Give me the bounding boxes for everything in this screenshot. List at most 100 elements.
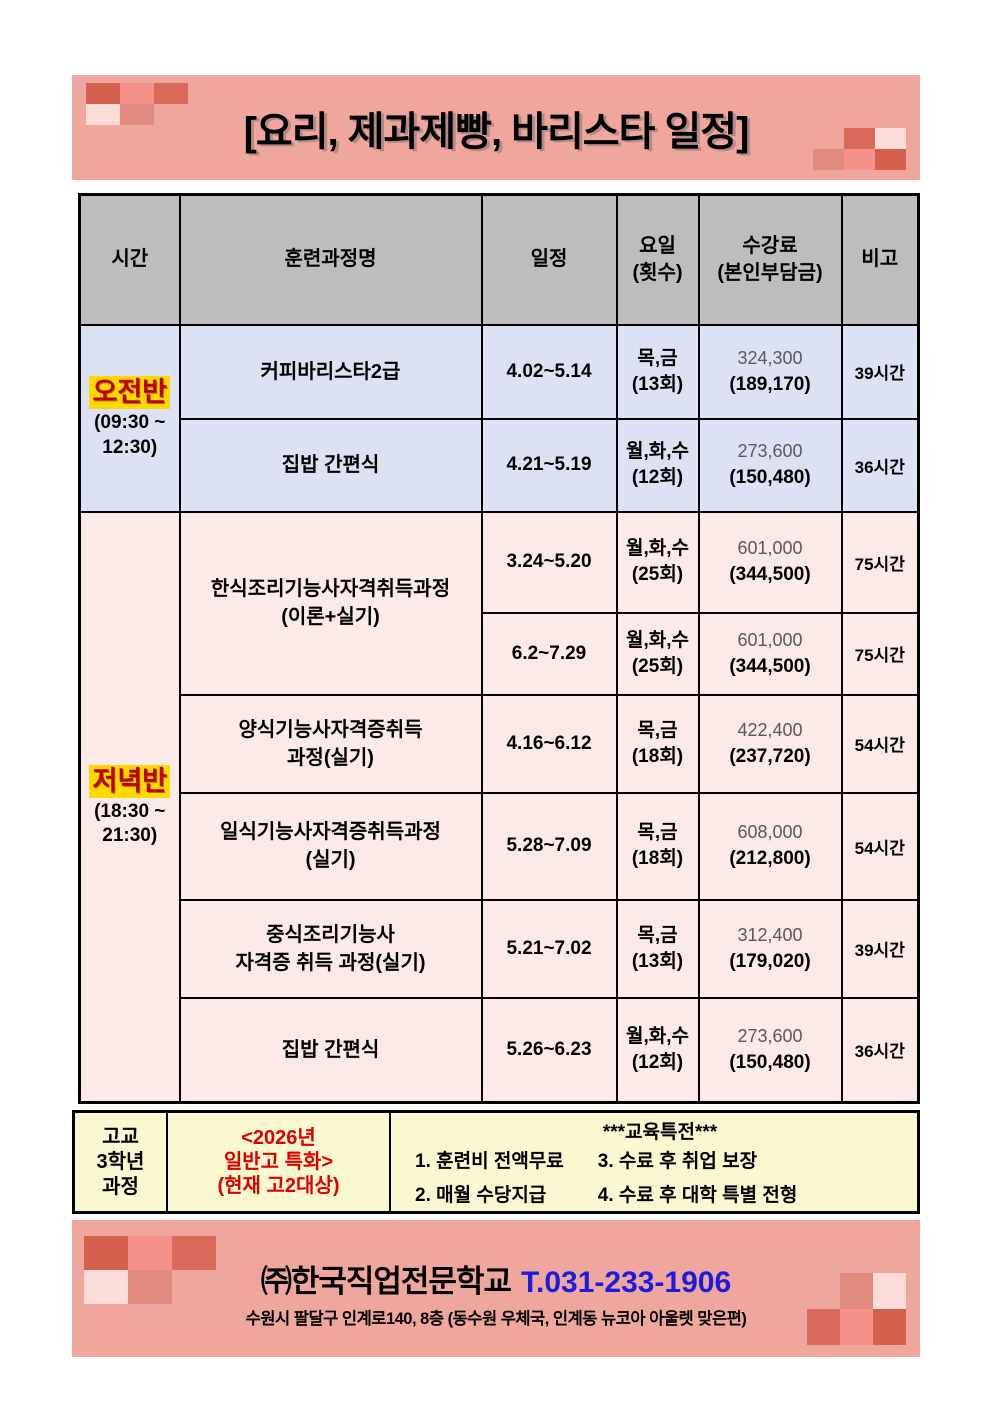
header-fee: 수강료 (본인부담금) xyxy=(697,193,843,326)
fee-self: (179,020) xyxy=(729,950,811,972)
benefits-title: ***교육특전*** xyxy=(602,1122,718,1143)
course-dates: 5.26~6.23 xyxy=(480,996,618,1104)
days-value: 월,화,수 xyxy=(626,1026,689,1048)
count-value: (13회) xyxy=(631,373,684,395)
course-days: 목,금 (13회) xyxy=(615,898,700,999)
mosaic-square xyxy=(84,1270,128,1304)
course-dates: 4.21~5.19 xyxy=(480,417,618,513)
course-fee: 422,400 (237,720) xyxy=(697,693,843,794)
days-value: 월,화,수 xyxy=(626,441,689,463)
footer-banner: ㈜한국직업전문학교 T.031-233-1906 수원시 팔달구 인계로140, … xyxy=(72,1220,920,1357)
table-row: 집밥 간편식 5.26~6.23 월,화,수 (12회) 273,600 (15… xyxy=(80,996,920,1104)
mosaic-square xyxy=(873,1273,906,1309)
header-days: 요일 (횟수) xyxy=(615,193,700,326)
course-name: 중식조리기능사 자격증 취득 과정(실기) xyxy=(178,898,483,999)
fee-gross: 312,400 xyxy=(737,924,803,945)
days-value: 목,금 xyxy=(637,719,678,741)
highschool-special: <2026년 일반고 특화> (현재 고2대상) xyxy=(168,1113,391,1211)
fee-self: (212,800) xyxy=(729,848,811,870)
course-hours: 39시간 xyxy=(840,898,920,999)
course-fee: 273,600 (150,480) xyxy=(697,996,843,1104)
school-address: 수원시 팔달구 인계로140, 8층 (동수원 우체국, 인계동 뉴코아 아울렛… xyxy=(245,1310,747,1328)
mosaic-square xyxy=(875,128,906,149)
mosaic-square xyxy=(86,83,120,104)
course-dates: 6.2~7.29 xyxy=(480,611,618,696)
course-hours: 54시간 xyxy=(840,693,920,794)
course-name: 커피바리스타2급 xyxy=(178,323,483,420)
course-dates: 4.02~5.14 xyxy=(480,323,618,420)
course-hours: 54시간 xyxy=(840,791,920,901)
course-name: 한식조리기능사자격취득과정 (이론+실기) xyxy=(178,510,483,696)
mosaic-square xyxy=(873,1309,906,1345)
header-schedule: 일정 xyxy=(480,193,618,326)
course-dates: 5.28~7.09 xyxy=(480,791,618,901)
mosaic-square xyxy=(875,149,906,170)
course-days: 목,금 (13회) xyxy=(615,323,700,420)
course-days: 월,화,수 (12회) xyxy=(615,417,700,513)
course-fee: 324,300 (189,170) xyxy=(697,323,843,420)
footer-contact: ㈜한국직업전문학교 T.031-233-1906 수원시 팔달구 인계로140, … xyxy=(72,1256,920,1329)
header-time: 시간 xyxy=(78,193,181,326)
days-value: 목,금 xyxy=(637,347,678,369)
header-course: 훈련과정명 xyxy=(178,193,483,326)
table-header-row: 시간 훈련과정명 일정 요일 (횟수) 수강료 (본인부담금) 비고 xyxy=(78,193,920,326)
mosaic-square xyxy=(807,1309,840,1345)
table-row: 6.2~7.29 월,화,수 (25회) 601,000 (344,500) 7… xyxy=(80,611,920,696)
mosaic-decoration-top-left xyxy=(86,83,188,125)
benefit-item: 3. 수료 후 취업 보장 xyxy=(597,1151,758,1172)
section-label-evening: 저녁반 xyxy=(89,764,171,798)
count-value: (25회) xyxy=(631,655,684,677)
course-name: 일식기능사자격증취득과정 (실기) xyxy=(178,791,483,901)
table-row: 저녁반 (18:30 ~ 21:30) 한식조리기능사자격취득과정 (이론+실기… xyxy=(78,510,920,1104)
mosaic-square xyxy=(844,149,875,170)
table-row: 일식기능사자격증취득과정 (실기) 5.28~7.09 목,금 (18회) 60… xyxy=(80,791,920,901)
days-value: 월,화,수 xyxy=(626,538,689,560)
section-time-morning: (09:30 ~ 12:30) xyxy=(94,411,166,458)
table-row: 집밥 간편식 4.21~5.19 월,화,수 (12회) 273,600 (15… xyxy=(80,417,920,513)
course-name: 집밥 간편식 xyxy=(178,996,483,1104)
table-row: 양식기능사자격증취득 과정(실기) 4.16~6.12 목,금 (18회) 42… xyxy=(80,693,920,794)
count-value: (13회) xyxy=(631,950,684,972)
course-days: 목,금 (18회) xyxy=(615,791,700,901)
mosaic-square xyxy=(840,1273,873,1309)
fee-gross: 273,600 xyxy=(737,1025,803,1046)
days-value: 월,화,수 xyxy=(626,629,689,651)
fee-gross: 601,000 xyxy=(737,629,803,650)
mosaic-decoration-bottom-right xyxy=(813,128,906,170)
mosaic-square xyxy=(154,83,188,104)
fee-gross: 608,000 xyxy=(737,822,803,843)
fee-self: (189,170) xyxy=(729,373,811,395)
phone-number: T.031-233-1906 xyxy=(521,1266,732,1299)
course-days: 목,금 (18회) xyxy=(615,693,700,794)
table-row: 중식조리기능사 자격증 취득 과정(실기) 5.21~7.02 목,금 (13회… xyxy=(80,898,920,999)
count-value: (18회) xyxy=(631,745,684,767)
section-cell-morning: 오전반 (09:30 ~ 12:30) xyxy=(78,323,181,513)
top-banner: [요리, 제과제빵, 바리스타 일정] xyxy=(72,75,920,180)
course-hours: 75시간 xyxy=(840,510,920,614)
mosaic-square xyxy=(120,83,154,104)
count-value: (12회) xyxy=(631,1051,684,1073)
fee-gross: 601,000 xyxy=(737,538,803,559)
course-name: 양식기능사자격증취득 과정(실기) xyxy=(178,693,483,794)
course-fee: 601,000 (344,500) xyxy=(697,611,843,696)
course-days: 월,화,수 (25회) xyxy=(615,510,700,614)
mosaic-square xyxy=(813,149,844,170)
fee-self: (344,500) xyxy=(729,564,811,586)
header-note: 비고 xyxy=(840,193,920,326)
highschool-benefits: ***교육특전*** 1. 훈련비 전액무료 2. 매월 수당지급 3. 수료 … xyxy=(391,1113,917,1211)
days-value: 목,금 xyxy=(637,822,678,844)
table-row: 오전반 (09:30 ~ 12:30) 커피바리스타2급 4.02~5.14 목… xyxy=(78,323,920,513)
section-time-evening: (18:30 ~ 21:30) xyxy=(94,800,166,847)
mosaic-square xyxy=(840,1309,873,1345)
benefit-item: 1. 훈련비 전액무료 xyxy=(415,1151,564,1172)
mosaic-square xyxy=(120,104,154,125)
mosaic-square xyxy=(172,1236,216,1270)
mosaic-square xyxy=(84,1236,128,1270)
days-value: 목,금 xyxy=(637,924,678,946)
section-cell-evening: 저녁반 (18:30 ~ 21:30) xyxy=(78,510,181,1104)
highschool-info-box: 고교 3학년 과정 <2026년 일반고 특화> (현재 고2대상) ***교육… xyxy=(72,1110,920,1214)
fee-self: (344,500) xyxy=(729,655,811,677)
highschool-label: 고교 3학년 과정 xyxy=(75,1113,168,1211)
count-value: (25회) xyxy=(631,564,684,585)
fee-self: (237,720) xyxy=(729,745,811,767)
